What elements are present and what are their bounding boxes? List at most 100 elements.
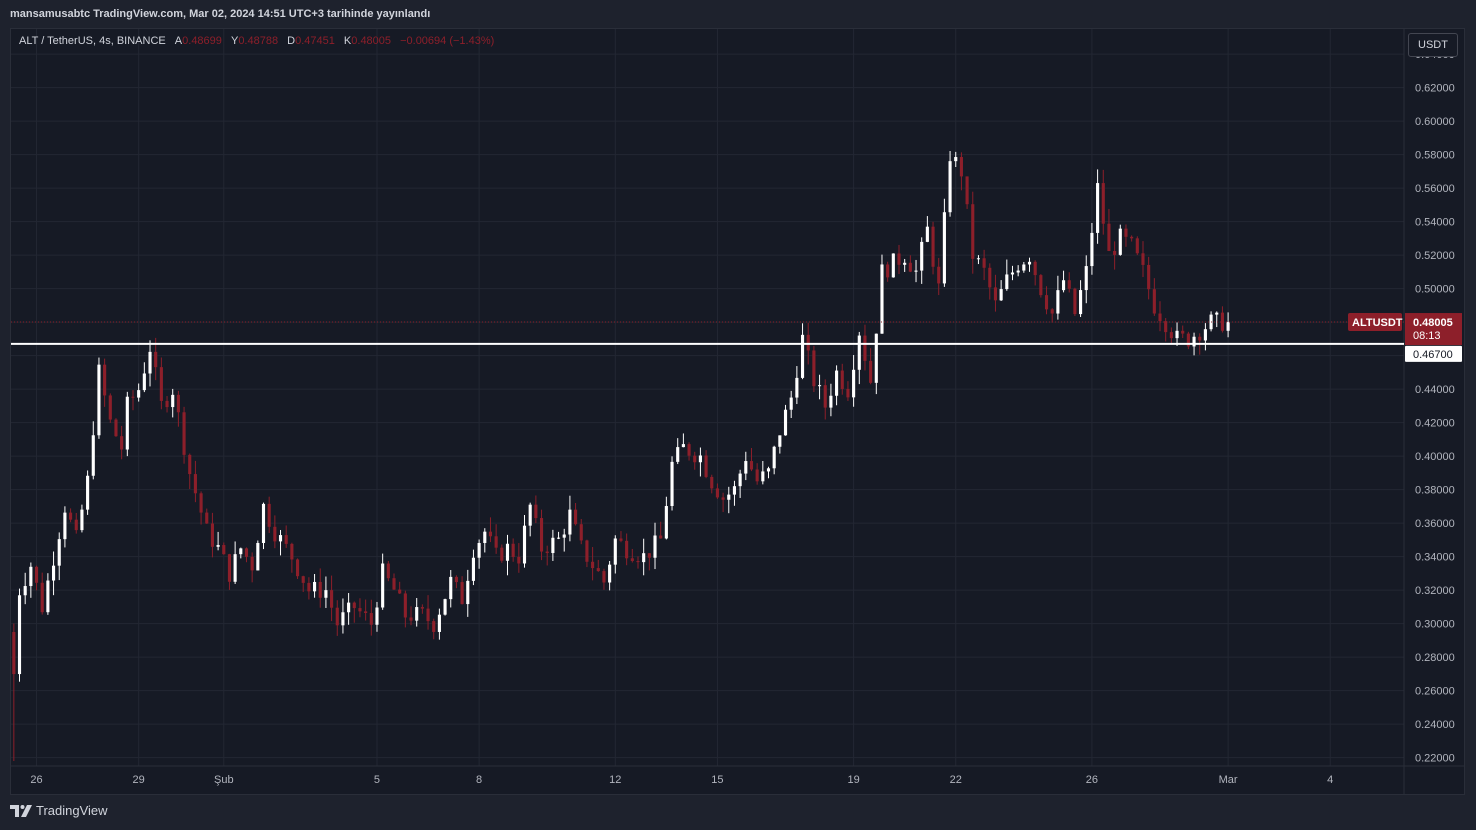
candle-body — [942, 212, 946, 284]
candle-body — [727, 494, 731, 500]
candle-body — [988, 267, 992, 288]
tradingview-logo-icon — [10, 804, 32, 817]
candle-body — [1027, 261, 1032, 265]
candle-body — [97, 364, 101, 436]
candle-body — [403, 593, 407, 618]
candle-body — [341, 612, 345, 626]
candle-body — [494, 536, 498, 548]
symbol-legend[interactable]: ALT / TetherUS, 4s, BINANCE A0.48699 Y0.… — [19, 35, 494, 47]
candle-body — [1130, 236, 1134, 239]
price-chart[interactable]: 0.640000.620000.600000.580000.560000.540… — [11, 29, 1464, 794]
candle-body — [874, 333, 878, 383]
candle-body — [165, 400, 169, 408]
candle-body — [364, 611, 368, 614]
candle-body — [131, 396, 135, 398]
candle-body — [267, 503, 271, 527]
symbol-description[interactable]: ALT / TetherUS, 4s, BINANCE — [19, 35, 166, 47]
candle-body — [199, 493, 203, 513]
candle-body — [29, 566, 33, 587]
candle-body — [261, 503, 266, 543]
time-tick-label: 22 — [950, 774, 962, 786]
candle-body — [931, 226, 935, 267]
candle-body — [908, 262, 912, 272]
footer-brand[interactable]: TradingView — [10, 803, 108, 818]
candle-body — [1198, 336, 1202, 341]
candle-body — [744, 461, 748, 474]
candle-body — [522, 525, 527, 564]
candle-body — [500, 547, 504, 561]
candle-body — [1152, 289, 1156, 314]
candle-body — [857, 335, 861, 370]
candle-body — [159, 367, 163, 401]
candle-body — [664, 506, 668, 539]
candle-body — [517, 556, 521, 564]
candle-body — [284, 535, 288, 544]
candle-body — [783, 409, 788, 436]
candle-body — [818, 385, 822, 387]
candle-body — [897, 253, 901, 265]
candle-body — [806, 334, 810, 351]
candle-body — [630, 558, 634, 562]
open-label: A — [174, 35, 183, 47]
symbol-tag — [1348, 313, 1402, 332]
candle-body — [1215, 312, 1219, 315]
candle-body — [313, 581, 317, 592]
candle-body — [869, 360, 873, 383]
candle-body — [1169, 332, 1173, 339]
candle-body — [687, 444, 691, 456]
price-tick-label: 0.42000 — [1415, 418, 1455, 430]
price-tick-label: 0.50000 — [1415, 284, 1455, 296]
candle-body — [1079, 290, 1083, 315]
currency-button[interactable]: USDT — [1408, 33, 1458, 57]
candle-body — [386, 563, 390, 579]
candle-body — [137, 390, 141, 398]
change-value: −0.00694 (−1.43%) — [400, 35, 495, 47]
candle-body — [545, 551, 549, 554]
candle-body — [103, 364, 107, 396]
close-value: 0.48005 — [351, 35, 392, 47]
candle-body — [1056, 290, 1060, 314]
candle-body — [324, 590, 328, 598]
candle-body — [307, 582, 311, 592]
candle-body — [800, 334, 805, 378]
candle-body — [852, 369, 856, 398]
candle-body — [91, 435, 95, 476]
candle-body — [1101, 183, 1105, 224]
candle-body — [330, 590, 334, 608]
publisher-line: mansamusabtc TradingView.com, Mar 02, 20… — [10, 8, 431, 20]
candle-body — [528, 504, 532, 526]
candle-body — [125, 396, 129, 450]
candle-body — [1118, 228, 1122, 255]
candle-body — [335, 607, 339, 626]
candle-body — [556, 537, 561, 539]
time-tick-label: 15 — [711, 774, 723, 786]
candle-body — [591, 561, 595, 569]
candle-body — [1113, 250, 1117, 255]
candle-body — [1181, 330, 1185, 334]
candle-body — [642, 553, 646, 563]
candle-body — [488, 531, 493, 537]
candle-body — [1147, 264, 1151, 290]
candle-body — [681, 444, 685, 448]
candle-body — [250, 556, 254, 571]
time-tick-label: 12 — [609, 774, 621, 786]
candle-body — [63, 512, 67, 540]
candle-body — [1135, 238, 1139, 254]
last-price-label: 0.48005 — [1413, 317, 1453, 329]
candle-body — [1044, 295, 1049, 310]
candle-body — [1033, 261, 1037, 276]
high-label: Y — [230, 35, 239, 47]
candle-body — [205, 512, 209, 524]
price-tick-label: 0.22000 — [1415, 753, 1455, 765]
chart-overlays — [11, 321, 1404, 345]
candle-body — [937, 266, 941, 284]
chart-panel[interactable]: 0.640000.620000.600000.580000.560000.540… — [10, 28, 1465, 795]
price-axis: 0.640000.620000.600000.580000.560000.540… — [1415, 49, 1455, 765]
candle-body — [415, 607, 419, 621]
brand-name: TradingView — [36, 803, 108, 818]
candle-body — [454, 576, 458, 583]
candle-body — [34, 566, 39, 583]
candle-body — [420, 607, 424, 609]
candle-body — [766, 468, 771, 472]
candle-body — [222, 545, 226, 555]
